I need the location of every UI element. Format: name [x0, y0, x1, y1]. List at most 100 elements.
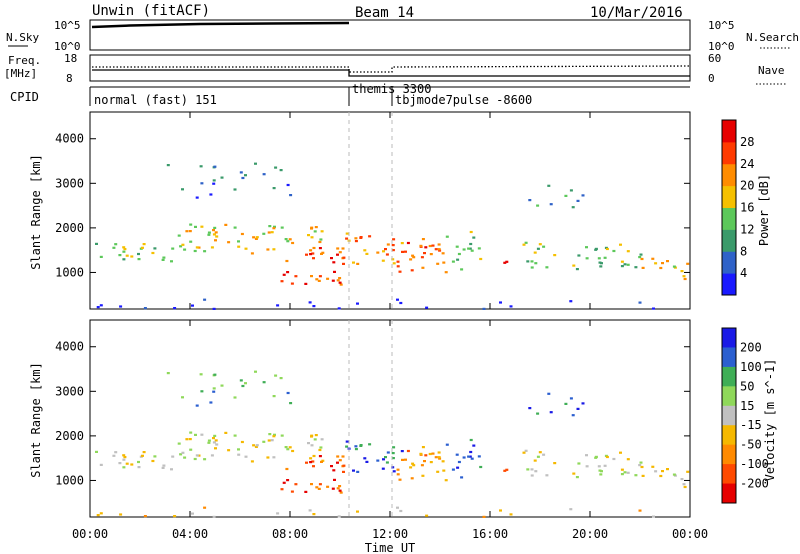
echo-cell [499, 301, 502, 304]
echo-cell [477, 247, 481, 250]
echo-cell [376, 251, 380, 254]
echo-cell [686, 262, 690, 265]
echo-cell [119, 305, 123, 308]
echo-cell [634, 266, 638, 269]
echo-cell [294, 275, 298, 278]
echo-cell [659, 266, 663, 270]
echo-cell [569, 189, 573, 192]
echo-cell [212, 233, 216, 236]
echo-cell [638, 301, 642, 304]
echo-cell [396, 298, 399, 301]
echo-cell [623, 263, 627, 266]
echo-cell [312, 465, 315, 468]
echo-cell [284, 446, 288, 449]
echo-cell [509, 513, 513, 516]
echo-cell [400, 450, 404, 453]
echo-cell [197, 246, 201, 249]
echo-cell [338, 489, 342, 492]
echo-cell [240, 440, 244, 444]
echo-cell [356, 262, 360, 265]
echo-cell [680, 478, 684, 481]
nsearch-label: N.Search [746, 31, 799, 44]
echo-cell [318, 448, 322, 452]
echo-cell [524, 449, 528, 452]
echo-cell [620, 260, 624, 263]
echo-cell [467, 455, 471, 458]
date-title: 10/Mar/2016 [590, 5, 683, 21]
echo-cell [318, 455, 322, 458]
echo-cell [545, 474, 549, 477]
echo-cell [122, 466, 126, 469]
echo-cell [304, 282, 308, 285]
echo-cell [286, 271, 290, 274]
echo-cell [424, 454, 428, 457]
echo-cell [200, 433, 204, 436]
echo-cell [280, 434, 284, 437]
echo-cell [161, 258, 165, 261]
echo-cell [191, 512, 194, 515]
echo-cell [641, 266, 645, 269]
echo-cell [262, 440, 266, 443]
echo-cell [412, 256, 416, 259]
echo-cell [153, 455, 157, 458]
echo-cell [575, 268, 579, 271]
echo-cell [199, 373, 203, 376]
echo-cell [188, 230, 192, 233]
echo-cell [581, 402, 585, 405]
echo-cell [409, 258, 413, 261]
echo-cell [522, 243, 526, 246]
echo-cell [425, 306, 429, 309]
nsearch-tick-bottom: 10^0 [708, 40, 735, 53]
nave-tick-bottom: 0 [708, 72, 715, 85]
echo-cell [227, 241, 231, 244]
velocity-heatmap-cells [95, 370, 690, 518]
echo-cell [354, 240, 358, 243]
echo-cell [431, 452, 435, 455]
echo-cell [185, 230, 189, 233]
echo-cell [652, 515, 655, 518]
echo-cell [654, 262, 658, 265]
echo-cell [137, 460, 140, 464]
echo-cell [363, 457, 367, 460]
echo-cell [526, 260, 530, 263]
cpid-mode-normal: normal (fast) 151 [94, 93, 217, 107]
echo-cell [312, 513, 316, 516]
echo-cell [270, 439, 274, 442]
echo-cell [398, 270, 402, 273]
velocity-colorbar: 200 100 50 15 -15 -50 -100 -200 [721, 327, 769, 504]
echo-cell [171, 455, 175, 458]
echo-cell [659, 474, 663, 478]
echo-cell [438, 249, 442, 252]
echo-cell [141, 454, 144, 457]
colorbar-swatch [722, 405, 736, 426]
power-axis-ticks: 1000 2000 3000 4000 [55, 132, 690, 279]
echo-cell [599, 265, 603, 268]
echo-cell [382, 458, 385, 461]
echo-cell [396, 265, 400, 268]
echo-cell [342, 464, 346, 467]
echo-cell [114, 451, 118, 454]
nsearch-tick-top: 10^5 [708, 19, 735, 32]
colorbar-frame [721, 327, 737, 504]
echo-cell [254, 445, 258, 448]
echo-cell [173, 515, 177, 518]
echo-cell [312, 257, 315, 260]
echo-cell [386, 451, 390, 454]
echo-cell [266, 456, 270, 459]
colorbar-swatch [722, 444, 736, 465]
echo-cell [336, 487, 340, 490]
echo-cell [268, 225, 272, 228]
echo-cell [352, 261, 355, 264]
x-tick-label: 00:00 [672, 527, 708, 541]
x-tick-label: 00:00 [72, 527, 108, 541]
echo-cell [99, 463, 103, 466]
echo-cell [528, 199, 532, 202]
echo-cell [406, 241, 410, 245]
echo-cell [392, 470, 396, 473]
echo-cell [314, 226, 318, 229]
echo-cell [338, 277, 342, 280]
echo-cell [273, 433, 276, 436]
echo-cell [171, 247, 175, 250]
echo-cell [183, 456, 187, 459]
echo-cell [536, 247, 540, 250]
